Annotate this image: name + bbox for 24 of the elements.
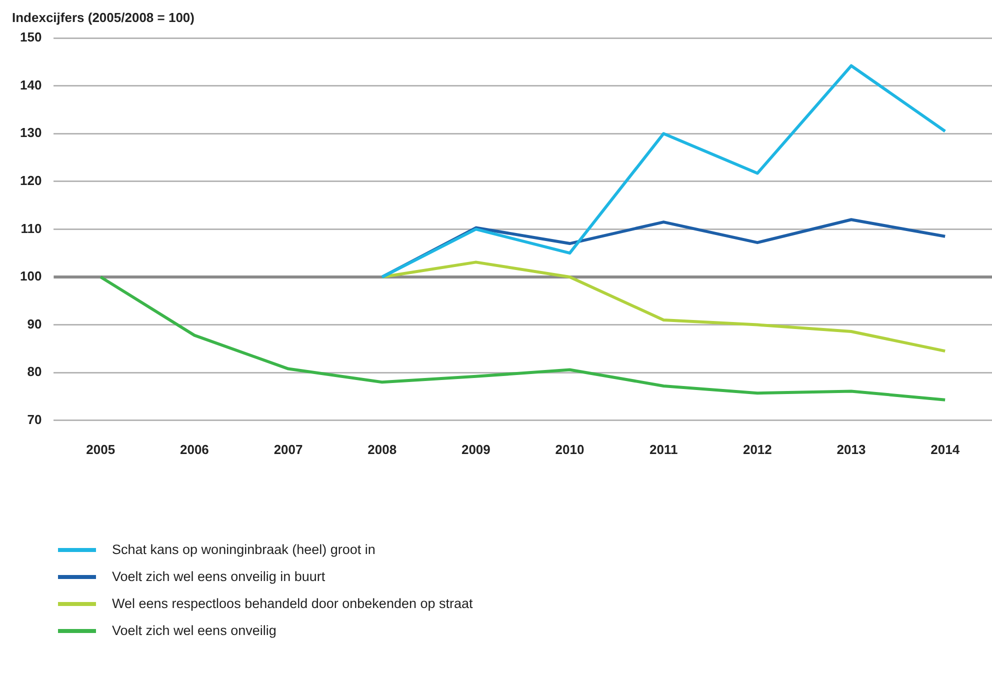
x-tick-label: 2011 [649,442,678,457]
y-tick-label: 110 [20,220,42,236]
y-tick-label: 90 [27,316,42,332]
x-tick-label: 2006 [180,442,209,457]
y-tick-label: 130 [20,125,42,140]
x-tick-label: 2009 [461,442,490,457]
x-tick-label: 2005 [86,442,116,457]
y-tick-label: 70 [27,412,42,427]
x-tick-label: 2008 [368,442,397,457]
x-tick-label: 2014 [930,442,960,457]
x-tick-label: 2012 [742,442,772,457]
y-axis-title: Indexcijfers (2005/2008 = 100) [12,10,194,25]
x-tick-label: 2010 [555,442,584,457]
legend-label: Wel eens respectloos behandeld door onbekenden op straat [112,596,473,611]
y-tick-label: 150 [20,30,42,45]
y-tick-label: 140 [20,77,42,92]
x-tick-label: 2007 [274,442,303,457]
legend-label: Voelt zich wel eens onveilig [112,623,276,638]
y-tick-label: 100 [20,268,42,284]
x-tick-label: 2013 [836,442,866,457]
legend-label: Voelt zich wel eens onveilig in buurt [112,569,326,584]
y-tick-label: 120 [20,172,42,188]
y-tick-label: 80 [27,364,42,380]
legend-label: Schat kans op woninginbraak (heel) groot in [112,542,376,557]
